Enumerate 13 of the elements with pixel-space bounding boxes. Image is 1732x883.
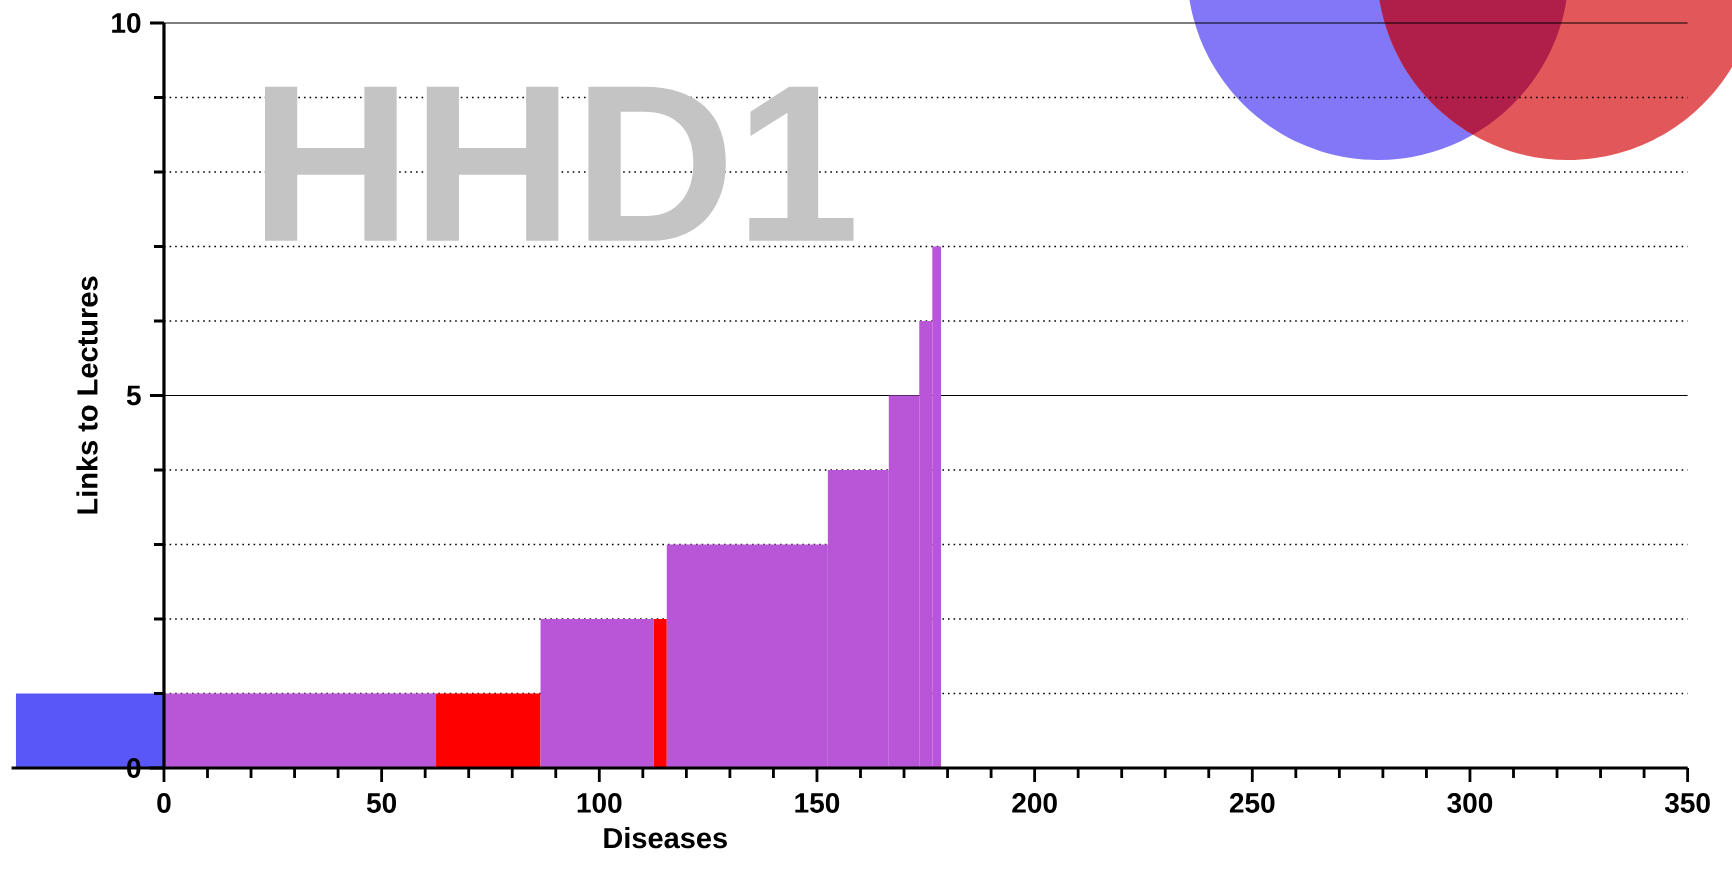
x-tick-label: 250 xyxy=(1229,793,1275,813)
annotation: HHD1 xyxy=(264,86,854,241)
x-tick-label: 200 xyxy=(1012,793,1057,813)
y-axis-title: Links to Lectures xyxy=(76,276,98,514)
x-tick-label: 100 xyxy=(577,793,622,813)
x-tick-label: 300 xyxy=(1447,793,1493,813)
x-tick-label: 0 xyxy=(157,793,171,813)
x-tick-label: 50 xyxy=(366,793,397,813)
y-tick-label: 10 xyxy=(112,13,141,33)
x-tick-label: 150 xyxy=(795,793,840,813)
x-axis-title: Diseases xyxy=(604,827,727,849)
y-tick-label: 5 xyxy=(126,385,141,406)
x-tick-label: 350 xyxy=(1664,793,1710,813)
